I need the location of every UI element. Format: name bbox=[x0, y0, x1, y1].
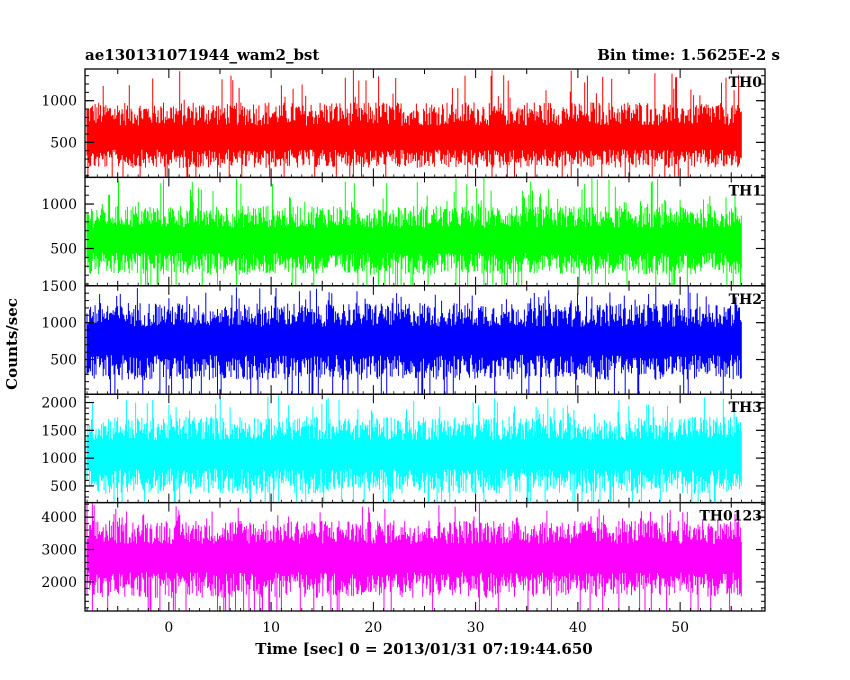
panel-label-th0123: TH0123 bbox=[699, 509, 762, 525]
panel-label-th1: TH1 bbox=[729, 183, 762, 199]
y-axis-label: Counts/sec bbox=[3, 298, 21, 390]
y-tick-label: 1500 bbox=[41, 423, 77, 439]
series-th1 bbox=[86, 177, 742, 286]
y-tick-label: 1000 bbox=[41, 451, 77, 467]
panel-label-th2: TH2 bbox=[729, 292, 762, 308]
panel-label-th3: TH3 bbox=[729, 400, 762, 416]
y-tick-label: 500 bbox=[50, 241, 77, 257]
x-tick-label: 30 bbox=[467, 620, 485, 636]
x-axis-label: Time [sec] 0 = 2013/01/31 07:19:44.650 bbox=[255, 640, 592, 658]
y-tick-label: 1500 bbox=[41, 279, 77, 295]
chart-title-right: Bin time: 1.5625E-2 s bbox=[597, 46, 780, 64]
y-tick-label: 1000 bbox=[41, 316, 77, 332]
series-th0 bbox=[86, 70, 742, 178]
panel-label-th0: TH0 bbox=[729, 75, 763, 91]
y-tick-label: 500 bbox=[50, 479, 77, 495]
series-th3 bbox=[86, 395, 742, 503]
y-tick-label: 1000 bbox=[41, 94, 77, 110]
y-tick-label: 4000 bbox=[41, 510, 77, 526]
x-tick-label: 10 bbox=[262, 620, 280, 636]
y-tick-label: 500 bbox=[50, 135, 77, 151]
y-tick-label: 3000 bbox=[41, 543, 77, 559]
series-th2 bbox=[86, 286, 742, 395]
y-tick-label: 2000 bbox=[41, 575, 77, 591]
x-tick-label: 20 bbox=[364, 620, 382, 636]
x-tick-label: 0 bbox=[164, 620, 173, 636]
chart-title-left: ae130131071944_wam2_bst bbox=[85, 46, 319, 64]
x-tick-label: 50 bbox=[671, 620, 689, 636]
panel-frame-th0123 bbox=[84, 501, 766, 612]
y-tick-label: 500 bbox=[50, 353, 77, 369]
x-tick-label: 40 bbox=[569, 620, 587, 636]
panels-group: 5001000TH05001000TH150010001500TH2500100… bbox=[41, 68, 766, 636]
y-tick-label: 2000 bbox=[41, 396, 77, 412]
series-th0123 bbox=[86, 502, 742, 611]
y-tick-label: 1000 bbox=[41, 197, 77, 213]
